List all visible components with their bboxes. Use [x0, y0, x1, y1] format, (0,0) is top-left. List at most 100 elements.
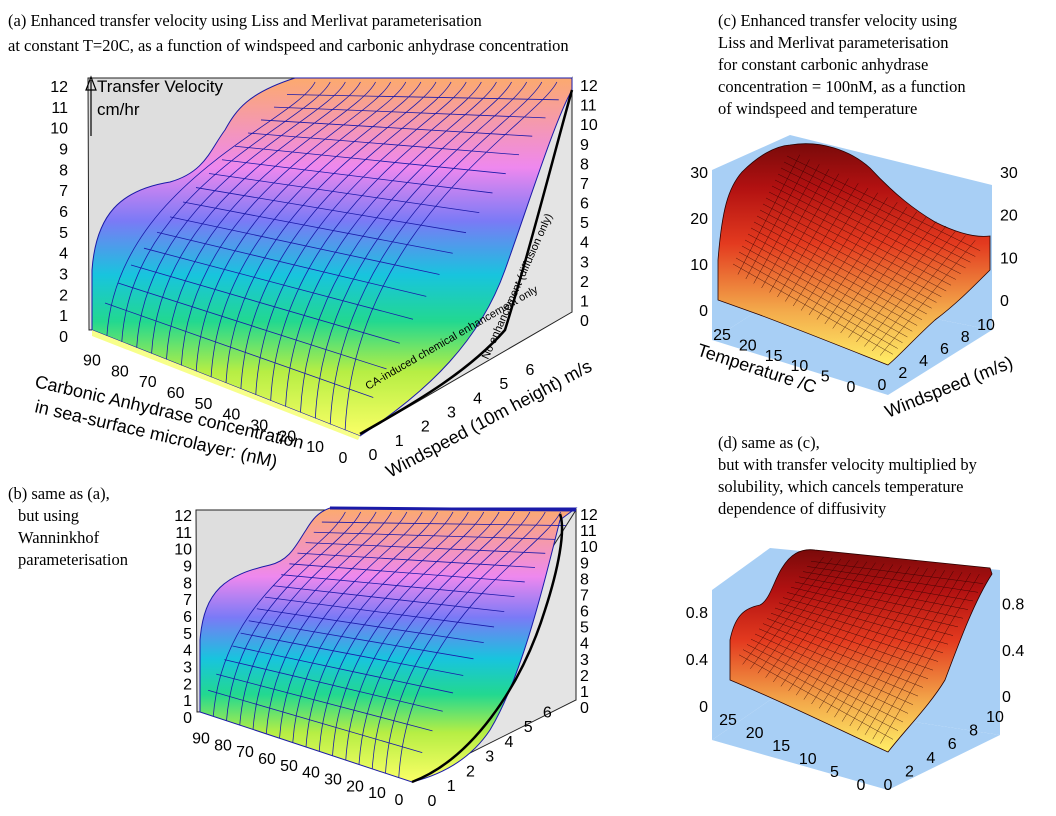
panel-a-left-z-tick-8: 8 [59, 162, 68, 179]
panel-b-x-tick-3: 3 [485, 749, 494, 766]
panel-a-right-z-tick-8: 8 [580, 156, 589, 173]
panel-c: (c) Enhanced transfer velocity using Lis… [690, 11, 1018, 422]
panel-b-left-z-tick-6: 6 [183, 609, 192, 626]
panel-b-y-tick-2: 20 [346, 778, 364, 795]
panel-c-mesh-a-17 [864, 230, 956, 347]
panel-b-left-z-tick-1: 1 [183, 693, 192, 710]
panel-b-mesh-u-14 [385, 511, 546, 774]
panel-d-right-z-tick-1: 0.4 [1002, 643, 1024, 660]
panel-c-z-ticks-right: 0 10 20 30 [1000, 165, 1018, 310]
panel-a-mesh-u-5 [166, 81, 376, 360]
panel-a-mesh-v-6 [169, 216, 440, 275]
panel-a-right-z-tick-11: 11 [580, 98, 597, 115]
panel-a-mesh-u-6 [180, 81, 392, 366]
panel-c-x-tick-5: 10 [977, 317, 995, 334]
panel-d-mesh-a-14 [841, 569, 937, 722]
panel-c-left-z-tick-2: 20 [690, 211, 708, 228]
panel-a-right-z-tick-6: 6 [580, 196, 589, 213]
panel-a-y-ticks: 0 10 20 30 40 50 60 70 80 90 [83, 352, 347, 467]
panel-a-y-tick-0: 0 [339, 450, 348, 467]
panel-a-right-z-tick-12: 12 [580, 78, 598, 95]
panel-b-y-tick-9: 90 [192, 730, 210, 747]
panel-b-caption-line-4: parameterisation [18, 550, 128, 569]
panel-b-x-tick-1: 1 [447, 778, 456, 795]
panel-b-mesh-v-2 [216, 673, 433, 732]
panel-a-left-z-tick-1: 1 [59, 308, 68, 325]
panel-b-mesh-v-11 [289, 563, 525, 583]
panel-b-left-z-tick-4: 4 [183, 643, 192, 660]
panel-d-mesh-a-15 [849, 570, 945, 727]
panel-b-mesh-v-3 [224, 659, 443, 712]
panel-a-mesh-u-13 [285, 81, 497, 407]
panel-a-right-z-tick-5: 5 [580, 215, 589, 232]
panel-d-caption-line-3: solubility, which cancels temperature [718, 477, 963, 496]
panel-a-mesh-u-4 [151, 81, 361, 354]
panel-a-caption: (a) Enhanced transfer velocity using Lis… [8, 11, 569, 55]
panel-a-y-tick-2: 20 [278, 428, 296, 445]
panel-b-y-tick-8: 80 [214, 737, 232, 754]
panel-a-mesh-u-2 [121, 81, 331, 342]
panel-b-right-z-tick-4: 4 [580, 636, 589, 653]
panel-c-mesh-b-10 [759, 209, 937, 303]
panel-c-surface [717, 143, 991, 366]
panel-d-x-tick-5: 10 [986, 709, 1004, 726]
panel-b-mesh-u-5 [265, 511, 408, 734]
panel-c-mesh-b-17 [780, 167, 971, 263]
panel-a-right-z-tick-10: 10 [580, 117, 598, 134]
panel-c-right-z-tick-0: 0 [1000, 293, 1009, 310]
panel-c-x-tick-0: 0 [878, 377, 887, 394]
panel-b-left-z-tick-5: 5 [183, 626, 192, 643]
panel-d: (d) same as (c), but with transfer veloc… [686, 433, 1025, 794]
panel-a-mesh-u-16 [329, 81, 543, 425]
panel-a-left-z-tick-4: 4 [59, 246, 68, 263]
panel-a-left-z-tick-3: 3 [59, 267, 68, 284]
panel-d-mesh-b-13 [786, 592, 954, 636]
panel-a-y-tick-6: 60 [167, 385, 185, 402]
panel-a-caption-line-1: (a) Enhanced transfer velocity using Lis… [8, 11, 482, 30]
panel-c-mesh [732, 154, 981, 356]
panel-b-mesh-u-9 [318, 511, 469, 752]
panel-a-right-z-tick-3: 3 [580, 254, 589, 271]
panel-b-right-z-tick-2: 2 [580, 668, 589, 685]
panel-a-left-z-tick-11: 11 [51, 100, 68, 117]
panel-c-caption: (c) Enhanced transfer velocity using Lis… [718, 11, 966, 118]
panel-b-left-z-tick-8: 8 [183, 575, 192, 592]
panel-a-y-tick-7: 70 [139, 374, 157, 391]
panel-a-right-z-tick-9: 9 [580, 137, 589, 154]
panel-a-y-tick-4: 40 [223, 407, 241, 424]
panel-a: (a) Enhanced transfer velocity using Lis… [8, 11, 598, 482]
panel-a-left-z-tick-2: 2 [59, 287, 68, 304]
panel-d-mesh-a-11 [818, 566, 911, 709]
panel-d-right-z-tick-0: 0 [1002, 689, 1011, 706]
panel-b-mesh-u-4 [252, 511, 392, 730]
panel-a-mesh-u-7 [195, 81, 407, 372]
panel-c-mesh-b-13 [768, 191, 952, 286]
panel-b-right-z-tick-5: 5 [580, 620, 589, 637]
panel-b-right-z-tick-3: 3 [580, 652, 589, 669]
panel-a-left-z-tick-9: 9 [59, 142, 68, 159]
panel-a-mesh-u-9 [225, 81, 437, 384]
panel-d-mesh-b-11 [778, 602, 944, 654]
panel-d-x-tick-1: 2 [905, 763, 914, 780]
panel-b-caption: (b) same as (a), but using Wanninkhof pa… [8, 484, 128, 569]
panel-d-z-ticks-right: 0 0.4 0.8 [1002, 597, 1024, 706]
panel-b-x-tick-2: 2 [466, 763, 475, 780]
panel-d-left-z-tick-1: 0.4 [686, 652, 708, 669]
panel-b-mesh-v-7 [256, 608, 484, 644]
panel-d-y-ticks: 0 5 10 15 20 25 [719, 712, 865, 794]
panel-a-mesh-v-5 [156, 231, 427, 297]
panel-a-mesh-u-14 [300, 81, 512, 413]
panel-d-mesh-b-17 [802, 571, 974, 602]
panel-c-caption-line-1: (c) Enhanced transfer velocity using [718, 11, 957, 30]
panel-b-mesh-v-13 [305, 542, 546, 554]
panel-a-mesh-u-3 [136, 81, 346, 348]
panel-d-mesh-b-15 [794, 581, 964, 619]
panel-b-left-z-tick-11: 11 [175, 525, 192, 542]
panel-c-x-tick-2: 4 [919, 353, 928, 370]
panel-a-zlabel-line-2: cm/hr [97, 100, 140, 119]
panel-a-mesh-u-1 [106, 81, 316, 336]
panel-d-mesh [738, 556, 984, 744]
